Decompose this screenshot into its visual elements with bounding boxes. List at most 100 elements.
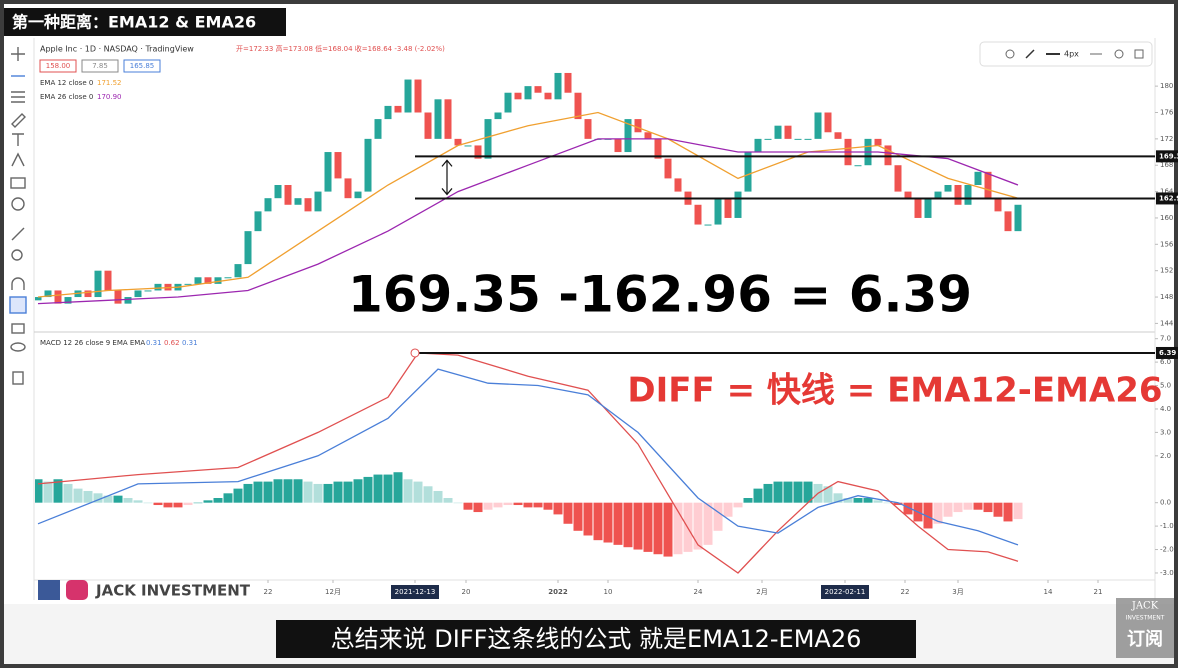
toolbar-icon[interactable]	[1134, 49, 1144, 59]
histogram-bar	[433, 490, 443, 503]
line-width[interactable]: 4px	[1064, 50, 1079, 59]
histogram-bar	[643, 502, 653, 552]
indicator-line	[37, 352, 1019, 574]
tool-icon[interactable]	[11, 152, 25, 167]
tool-icon[interactable]	[11, 197, 25, 211]
histogram-bar	[303, 481, 313, 503]
tool-icon[interactable]	[10, 177, 26, 189]
x-tick-label: 10	[604, 588, 613, 596]
histogram-bar	[793, 481, 803, 503]
candle-body	[184, 283, 192, 285]
y-tick-label: 148	[1160, 293, 1173, 301]
candle-body	[734, 191, 742, 218]
histogram-bar	[993, 502, 1003, 517]
tool-icon[interactable]	[11, 323, 25, 334]
toolbar-icon[interactable]	[1005, 49, 1015, 59]
x-tick-label: 2021-12-13	[395, 588, 436, 596]
y-tick-label: 156	[1160, 240, 1174, 248]
histogram-bar	[313, 483, 323, 503]
candle-body	[144, 290, 152, 292]
candle-body	[894, 165, 902, 192]
histogram-bar	[603, 502, 613, 543]
histogram-bar	[693, 502, 703, 550]
histogram-bar	[633, 502, 643, 550]
tool-icon[interactable]	[11, 227, 25, 241]
histogram-bar	[443, 498, 453, 503]
candle-body	[694, 204, 702, 225]
price-badge: 7.85	[92, 62, 108, 70]
candle-body	[514, 92, 522, 100]
candle-body	[804, 138, 812, 140]
histogram-bar	[1003, 502, 1013, 522]
candle-body	[114, 290, 122, 304]
legend-value: 171.52	[97, 79, 122, 87]
y-tick-label: 180	[1160, 82, 1173, 90]
x-tick-label: 2022-02-11	[825, 588, 866, 596]
histogram-bar	[393, 472, 403, 503]
histogram-bar	[973, 502, 983, 510]
instagram-icon[interactable]	[66, 580, 88, 600]
histogram-bar	[35, 479, 43, 503]
price-badge-box	[39, 59, 77, 73]
candle-body	[794, 138, 802, 140]
subscribe-button[interactable]: 订阅	[1127, 628, 1163, 650]
candle-body	[224, 277, 232, 279]
histogram-bar	[523, 502, 533, 508]
facebook-icon[interactable]	[38, 580, 60, 600]
histogram-bar	[233, 488, 243, 503]
tool-icon[interactable]	[11, 113, 26, 128]
tool-icon[interactable]	[11, 47, 25, 61]
y-tick-label: 176	[1160, 109, 1174, 117]
tool-icon[interactable]	[9, 296, 27, 314]
tool-icon[interactable]	[11, 91, 25, 103]
histogram-bar	[613, 502, 623, 545]
tool-icon[interactable]	[12, 133, 24, 146]
candle-body	[464, 145, 472, 147]
y-tick-label: -1.0	[1160, 522, 1174, 530]
histogram-bar	[463, 502, 473, 510]
candle-body	[384, 105, 392, 120]
candle-body	[404, 79, 412, 113]
toolbar-box	[979, 41, 1153, 67]
tool-icon[interactable]	[10, 342, 26, 352]
x-tick-highlight	[391, 585, 439, 599]
histogram-bar	[153, 502, 163, 506]
histogram-bar	[103, 495, 113, 503]
indicator-line	[37, 138, 1019, 305]
indicator-line	[37, 111, 1019, 298]
candle-body	[474, 145, 482, 159]
histogram-bar	[263, 481, 273, 503]
candle-body	[284, 185, 292, 205]
tool-icon[interactable]	[12, 371, 24, 385]
toolbar-icon[interactable]	[1025, 49, 1035, 59]
candle-body	[1014, 204, 1022, 232]
x-tick-highlight	[821, 585, 869, 599]
candle-body	[354, 191, 362, 199]
y-tick-label: 0.0	[1160, 499, 1171, 507]
chart-title: MACD 12 26 close 9 EMA EMA	[40, 339, 145, 347]
candle-body	[374, 119, 382, 139]
tool-icon[interactable]	[11, 249, 23, 261]
histogram-bar	[363, 476, 373, 503]
y-tick-label: -2.0	[1160, 546, 1174, 554]
histogram-bar	[283, 479, 293, 503]
toolbar-icon[interactable]	[1114, 49, 1124, 59]
candle-body	[254, 211, 262, 232]
candle-body	[954, 185, 962, 205]
candle-body	[584, 119, 592, 139]
candle-body	[944, 185, 952, 192]
y-tick-label: 144	[1160, 319, 1174, 327]
y-tick-label: -3.0	[1160, 569, 1174, 577]
annotation: 169.35 -162.96 = 6.39	[348, 266, 972, 324]
histogram-bar	[43, 481, 53, 503]
candle-body	[784, 125, 792, 139]
distance-arrow	[441, 159, 453, 196]
candle-body	[64, 297, 72, 304]
candle-body	[44, 290, 52, 298]
histogram-bar	[323, 483, 333, 503]
histogram-bar	[203, 500, 213, 503]
tool-icon[interactable]	[11, 277, 25, 290]
histogram-bar	[833, 493, 843, 503]
y-tick-label: 6.0	[1160, 358, 1171, 366]
